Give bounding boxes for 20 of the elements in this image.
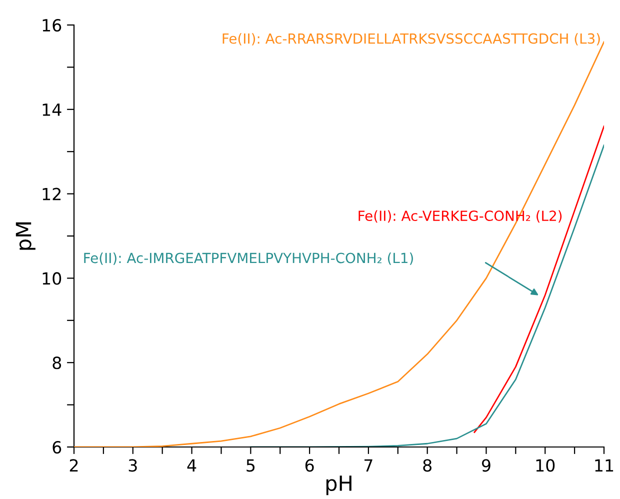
x-tick-label: 3 [128, 459, 137, 472]
x-tick-label: 2 [70, 459, 78, 472]
y-tick-label: 12 [42, 188, 61, 200]
x-tick-label: 6 [305, 459, 314, 472]
x-tick-label: 9 [482, 459, 490, 472]
y-tick-label: 16 [42, 18, 62, 32]
y-axis-title: pM [16, 222, 36, 250]
y-tick-label: 10 [42, 272, 62, 285]
y-tick-label: 6 [52, 440, 62, 454]
text: Fe(II): Ac-IMRGEATPFVMELPVYHVPH-CONH₂ (L1) [84, 252, 413, 265]
x-tick-label: 8 [423, 459, 432, 472]
x-tick-label: 7 [364, 459, 372, 472]
x-tick-label: 4 [187, 459, 196, 472]
x-tick-label: 10 [536, 459, 555, 472]
x-tick-label: 11 [595, 459, 614, 472]
x-axis-title: pH [326, 476, 352, 496]
series-label: Fe(II): Ac-RRARSRVDIELLATRKSVSSCCAASTTGDCH (L3) [222, 33, 600, 46]
y-tick-label: 8 [52, 356, 62, 370]
x-tick-label: 5 [246, 459, 255, 472]
y-tick-label: 14 [42, 104, 62, 116]
